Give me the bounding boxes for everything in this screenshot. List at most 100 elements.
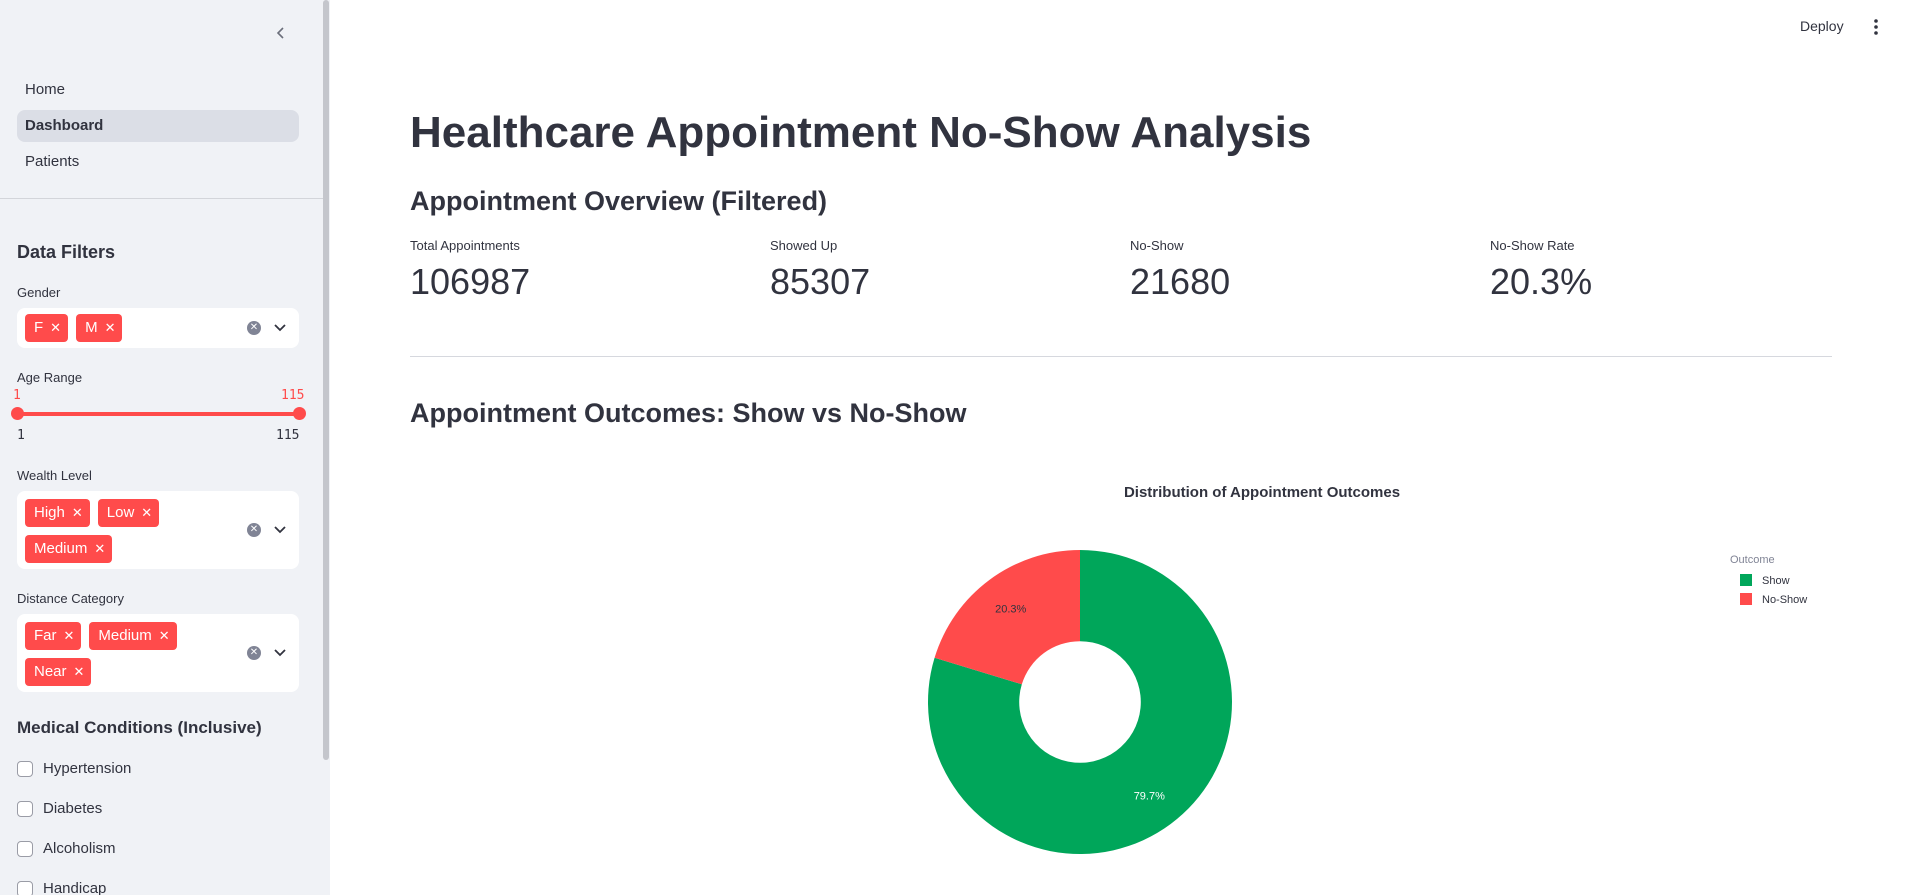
nav-item-patients[interactable]: Patients	[25, 153, 80, 170]
metric-no-show-rate: No-Show Rate 20.3%	[1490, 238, 1810, 303]
overview-heading: Appointment Overview (Filtered)	[410, 186, 828, 216]
tag-label: Medium	[34, 540, 88, 557]
tag-label: F	[34, 319, 44, 336]
tag-label: Near	[34, 663, 67, 680]
metric-total-appointments: Total Appointments 106987	[410, 238, 730, 303]
legend-entry[interactable]: Show	[1762, 575, 1790, 587]
wealth-tag[interactable]: Medium ✕	[25, 535, 113, 563]
distance-tag[interactable]: Medium ✕	[89, 622, 177, 650]
deploy-button[interactable]: Deploy	[1800, 18, 1844, 34]
chart-title: Distribution of Appointment Outcomes	[1124, 484, 1400, 501]
checkbox-box[interactable]	[17, 760, 33, 777]
tag-label: High	[34, 504, 65, 521]
tag-label: Medium	[98, 627, 152, 644]
metric-label: No-Show Rate	[1490, 238, 1575, 253]
gender-tag[interactable]: M ✕	[76, 314, 123, 342]
pie-slice-show[interactable]	[928, 550, 1232, 854]
metric-showed-up: Showed Up 85307	[770, 238, 1090, 303]
section-divider	[410, 356, 1832, 357]
chart-slices: 79.7% 20.3%	[928, 550, 1232, 854]
distance-tag[interactable]: Far ✕	[25, 622, 82, 650]
age-range-low-value: 1	[13, 388, 21, 403]
collapse-sidebar-button[interactable]	[268, 20, 294, 46]
gender-tag[interactable]: F ✕	[25, 314, 69, 342]
tag-remove-icon[interactable]: ✕	[50, 320, 62, 335]
medical-conditions-heading: Medical Conditions (Inclusive)	[17, 718, 262, 737]
outcomes-heading: Appointment Outcomes: Show vs No-Show	[410, 398, 967, 428]
page-title: Healthcare Appointment No-Show Analysis	[410, 108, 1312, 157]
legend-title: Outcome	[1730, 554, 1775, 566]
chart-svg: Distribution of Appointment Outcomes 79.…	[928, 484, 1807, 854]
distance-category-multiselect[interactable]: Far ✕ Medium ✕ Near ✕ ✕	[17, 614, 299, 692]
nav-item-dashboard[interactable]: Dashboard	[17, 110, 299, 142]
tag-label: M	[85, 319, 98, 336]
filters-heading: Data Filters	[17, 242, 116, 262]
checkbox-label: Alcoholism	[43, 840, 116, 857]
metric-label: No-Show	[1130, 238, 1184, 253]
tag-label: Far	[34, 627, 57, 644]
age-range-high-value: 115	[281, 388, 305, 403]
age-range-max: 115	[276, 428, 300, 443]
checkbox-box[interactable]	[17, 800, 33, 817]
tag-remove-icon[interactable]: ✕	[94, 541, 106, 556]
slice-data-label: 20.3%	[995, 603, 1026, 615]
checkbox-box[interactable]	[17, 880, 33, 895]
tag-remove-icon[interactable]: ✕	[73, 664, 85, 679]
chevron-left-icon	[276, 27, 284, 39]
legend-swatch[interactable]	[1740, 574, 1752, 586]
age-range-track[interactable]	[17, 412, 299, 416]
metric-value: 106987	[410, 261, 531, 302]
wealth-level-multiselect[interactable]: High ✕ Low ✕ Medium ✕ ✕	[17, 491, 299, 569]
handicap-checkbox[interactable]: Handicap	[17, 880, 106, 895]
chart-legend: Outcome Show No-Show	[1730, 554, 1807, 606]
distance-tag[interactable]: Near ✕	[25, 658, 92, 686]
sidebar-divider	[0, 198, 323, 199]
sidebar: Home Dashboard Patients Data Filters Gen…	[0, 0, 330, 895]
tag-remove-icon[interactable]: ✕	[71, 505, 83, 520]
metric-label: Total Appointments	[410, 238, 520, 253]
tag-label: Low	[106, 504, 135, 521]
metric-value: 85307	[770, 261, 871, 302]
checkbox-label: Diabetes	[43, 800, 103, 817]
metric-value: 21680	[1130, 261, 1231, 302]
age-range-low-thumb[interactable]	[11, 407, 24, 420]
checkbox-label: Hypertension	[43, 760, 132, 777]
metric-value: 20.3%	[1490, 261, 1593, 302]
chevron-down-icon[interactable]	[273, 646, 287, 660]
gender-multiselect[interactable]: F ✕ M ✕ ✕	[17, 308, 299, 348]
chevron-down-icon[interactable]	[273, 321, 287, 335]
sidebar-scrollbar[interactable]	[323, 0, 329, 760]
checkbox-label: Handicap	[43, 880, 107, 895]
alcoholism-checkbox[interactable]: Alcoholism	[17, 840, 116, 857]
wealth-level-label: Wealth Level	[17, 468, 92, 483]
legend-entry[interactable]: No-Show	[1762, 594, 1807, 606]
wealth-tag[interactable]: High ✕	[25, 499, 90, 527]
slice-data-label: 79.7%	[1134, 791, 1165, 803]
checkbox-box[interactable]	[17, 840, 33, 857]
distance-category-label: Distance Category	[17, 591, 124, 606]
tag-remove-icon[interactable]: ✕	[141, 505, 153, 520]
diabetes-checkbox[interactable]: Diabetes	[17, 800, 102, 817]
pie-slice-no-show[interactable]	[934, 550, 1080, 685]
clear-icon[interactable]: ✕	[247, 646, 261, 660]
gender-label: Gender	[17, 285, 61, 300]
metric-no-show: No-Show 21680	[1130, 238, 1450, 303]
main-menu-icon[interactable]	[1872, 18, 1880, 36]
tag-remove-icon[interactable]: ✕	[63, 628, 75, 643]
chevron-down-icon[interactable]	[273, 523, 287, 537]
tag-remove-icon[interactable]: ✕	[158, 628, 170, 643]
metric-label: Showed Up	[770, 238, 838, 253]
clear-icon[interactable]: ✕	[247, 321, 261, 335]
age-range-high-thumb[interactable]	[293, 407, 306, 420]
tag-remove-icon[interactable]: ✕	[104, 320, 116, 335]
age-range-min: 1	[17, 428, 25, 443]
wealth-tag[interactable]: Low ✕	[97, 499, 160, 527]
legend-swatch[interactable]	[1740, 593, 1752, 605]
age-range-label: Age Range	[17, 370, 83, 385]
hypertension-checkbox[interactable]: Hypertension	[17, 760, 131, 777]
outcome-donut-chart: Distribution of Appointment Outcomes 79.…	[410, 470, 1832, 895]
nav-item-home[interactable]: Home	[25, 81, 66, 98]
clear-icon[interactable]: ✕	[247, 523, 261, 537]
sidebar-nav: Home Dashboard Patients	[17, 74, 299, 182]
